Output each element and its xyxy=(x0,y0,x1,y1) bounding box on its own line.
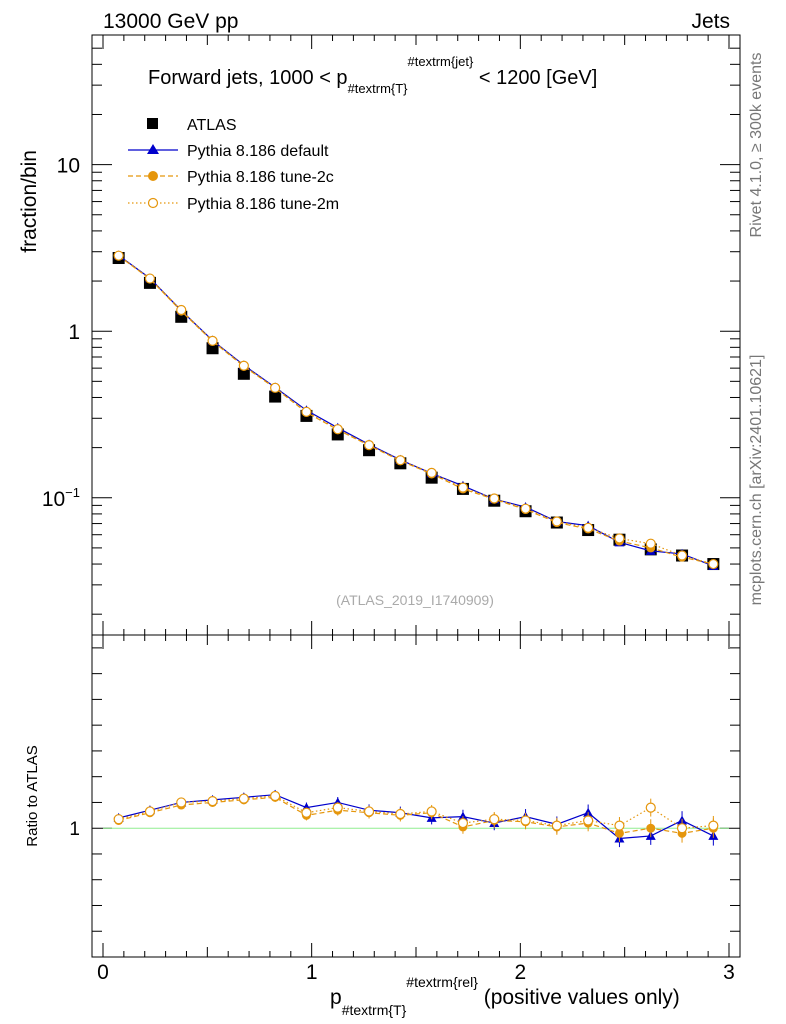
series-atlas xyxy=(112,252,720,571)
analysis-watermark: (ATLAS_2019_I1740909) xyxy=(336,592,494,608)
point-pythia-8-186-tune-2m xyxy=(176,304,187,316)
ratio-line-pythia-8-186-default xyxy=(118,794,714,840)
point-pythia-8-186-tune-2m xyxy=(457,482,469,493)
ratio-point-pythia-8-186-tune-2m xyxy=(238,793,249,804)
ratio-point-pythia-8-186-tune-2m xyxy=(113,814,124,825)
legend-entry-tune2m: Pythia 8.186 tune-2m xyxy=(128,196,339,213)
point-pythia-8-186-tune-2m xyxy=(207,335,218,346)
point-atlas xyxy=(269,390,282,403)
point-pythia-8-186-tune-2m xyxy=(301,406,312,417)
point-pythia-8-186-tune-2m xyxy=(614,533,625,544)
header-right: Jets xyxy=(691,10,730,33)
ratio-point-pythia-8-186-tune-2m xyxy=(207,796,218,807)
ratio-point-pythia-8-186-tune-2m xyxy=(457,817,469,829)
ratio-point-pythia-8-186-tune-2m xyxy=(520,815,531,826)
legend-entry-default: Pythia 8.186 default xyxy=(128,143,329,160)
mcplots-label: mcplots.cern.ch [arXiv:2401.10621] xyxy=(748,355,765,606)
y-tick-label: 1 xyxy=(68,321,80,344)
legend-entry-tune2c: Pythia 8.186 tune-2c xyxy=(128,169,334,186)
ratio-point-pythia-8-186-tune-2m xyxy=(301,807,312,818)
series-layer xyxy=(103,250,729,848)
ratio-point-pythia-8-186-tune-2m xyxy=(176,797,187,808)
chart-title-tail: < 1200 [GeV] xyxy=(473,67,597,89)
point-pythia-8-186-tune-2m xyxy=(395,455,406,466)
legend-marker-atlas xyxy=(147,118,158,129)
point-pythia-8-186-tune-2m xyxy=(238,360,249,371)
legend: ATLAS Pythia 8.186 default Pythia 8.186 … xyxy=(128,117,339,213)
chart-title: Forward jets, 1000 < p#textrm{T}#textrm{… xyxy=(148,54,597,96)
x-tick-label: 1 xyxy=(306,961,318,984)
x-tick-label: 3 xyxy=(723,961,735,984)
ratio-point-pythia-8-186-tune-2m xyxy=(645,802,656,813)
ratio-point-pythia-8-186-tune-2m xyxy=(426,806,437,817)
ratio-point-pythia-8-186-tune-2m xyxy=(614,820,625,831)
legend-label-tune2c: Pythia 8.186 tune-2c xyxy=(187,169,334,186)
series-pythia-8-186-tune-2m xyxy=(113,250,719,838)
ratio-point-pythia-8-186-tune-2m xyxy=(332,802,343,813)
x-axis-label-sup: #textrm{rel} xyxy=(406,974,478,990)
series-line-pythia-8-186-tune-2c xyxy=(118,255,714,565)
chart-title-sup: #textrm{jet} xyxy=(408,54,474,69)
point-pythia-8-186-tune-2m xyxy=(708,558,719,570)
ratio-point-pythia-8-186-tune-2m xyxy=(489,814,500,825)
series-line-pythia-8-186-default xyxy=(118,254,714,567)
series-line-pythia-8-186-tune-2m xyxy=(118,255,714,565)
ratio-line-pythia-8-186-tune-2m xyxy=(118,795,714,829)
legend-marker-default xyxy=(147,144,159,154)
ratio-point-pythia-8-186-tune-2m xyxy=(144,806,156,817)
axes-layer: 0 1 2 3 10−1 1 10 1 xyxy=(42,34,740,984)
point-pythia-8-186-tune-2m xyxy=(676,550,688,561)
series-pythia-8-186-tune-2c xyxy=(114,251,718,843)
point-pythia-8-186-tune-2m xyxy=(583,522,594,533)
ratio-point-pythia-8-186-tune-2m xyxy=(270,790,281,802)
point-pythia-8-186-tune-2m xyxy=(363,440,375,451)
point-pythia-8-186-tune-2m xyxy=(270,382,281,393)
ratio-point-pythia-8-186-tune-2m xyxy=(363,806,375,817)
rivet-label: Rivet 4.1.0, ≥ 300k events xyxy=(748,53,765,238)
ratio-point-pythia-8-186-tune-2c xyxy=(646,823,656,833)
legend-marker-tune2m xyxy=(147,197,159,209)
legend-entry-atlas: ATLAS xyxy=(147,117,237,134)
ratio-point-pythia-8-186-tune-2m xyxy=(395,808,406,820)
x-axis-label-tail: (positive values only) xyxy=(478,986,680,1009)
point-pythia-8-186-tune-2m xyxy=(144,273,156,284)
point-pythia-8-186-tune-2m xyxy=(113,250,124,261)
point-atlas xyxy=(206,342,219,355)
point-pythia-8-186-tune-2m xyxy=(426,467,437,479)
ratio-y-axis-label: Ratio to ATLAS xyxy=(24,745,41,846)
point-atlas xyxy=(237,367,250,380)
legend-label-tune2m: Pythia 8.186 tune-2m xyxy=(187,196,339,213)
series-pythia-8-186-default xyxy=(113,250,719,848)
ratio-point-pythia-8-186-tune-2m xyxy=(676,823,688,834)
ratio-point-pythia-8-186-tune-2m xyxy=(708,820,719,831)
point-pythia-8-186-tune-2m xyxy=(332,424,343,435)
ratio-point-pythia-8-186-default xyxy=(457,811,468,821)
y-tick-label: 10 xyxy=(57,155,80,178)
point-pythia-8-186-tune-2m xyxy=(645,538,656,549)
ratio-panel-frame xyxy=(91,634,741,958)
x-tick-label: 0 xyxy=(97,961,109,984)
ratio-y-tick-label: 1 xyxy=(69,819,80,840)
ratio-point-pythia-8-186-tune-2m xyxy=(583,815,594,826)
ratio-point-pythia-8-186-tune-2m xyxy=(551,820,562,831)
legend-marker-tune2c xyxy=(148,171,158,181)
x-axis-label: p#textrm{T}#textrm{rel} (positive values… xyxy=(330,974,680,1018)
chart-title-sub: #textrm{T} xyxy=(348,81,409,96)
x-axis-label-sub: #textrm{T} xyxy=(342,1002,407,1018)
y-tick-label: 10−1 xyxy=(42,485,80,511)
point-pythia-8-186-tune-2m xyxy=(551,516,562,527)
legend-label-default: Pythia 8.186 default xyxy=(187,143,329,160)
point-pythia-8-186-tune-2m xyxy=(489,493,500,504)
x-tick-label: 2 xyxy=(514,961,526,984)
point-pythia-8-186-tune-2m xyxy=(520,503,531,514)
legend-label-atlas: ATLAS xyxy=(187,117,237,134)
header-left: 13000 GeV pp xyxy=(103,10,238,33)
y-axis-label: fraction/bin xyxy=(18,150,41,253)
ratio-line-pythia-8-186-tune-2c xyxy=(118,796,714,834)
